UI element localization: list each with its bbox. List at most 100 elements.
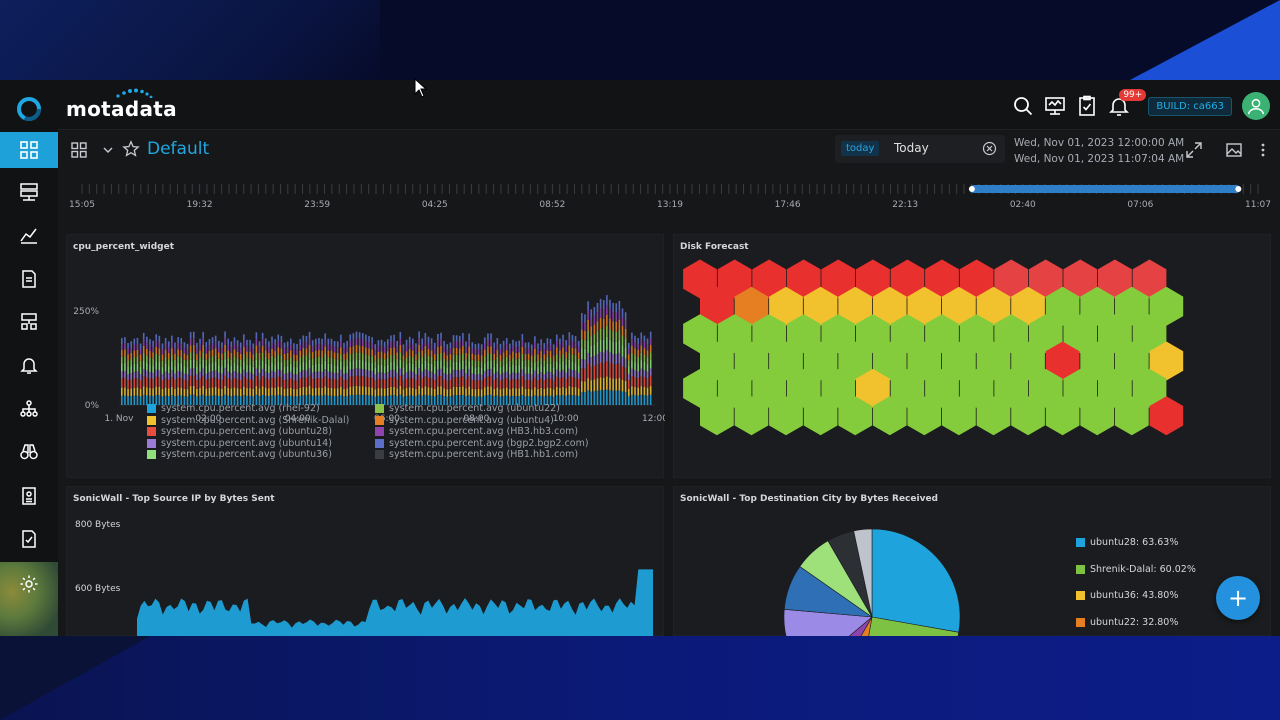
- cpu-bar-segment: [171, 335, 173, 342]
- cpu-legend-item[interactable]: system.cpu.percent.avg (ubuntu4): [375, 415, 554, 426]
- cpu-bar-segment: [590, 357, 593, 367]
- notifications-button[interactable]: 99+: [1108, 89, 1147, 117]
- cpu-legend-item[interactable]: system.cpu.percent.avg (Shrenik-Dalal): [147, 415, 349, 426]
- sonicwall-destination-pie[interactable]: [674, 487, 1272, 636]
- cpu-bar-segment: [612, 321, 614, 332]
- cpu-bar-segment: [158, 395, 161, 405]
- cpu-bar-segment: [289, 378, 292, 388]
- cpu-bar-segment: [233, 337, 236, 344]
- disk-hex-cell: [786, 368, 821, 408]
- cpu-bar-segment: [552, 396, 555, 405]
- cpu-bar-segment: [390, 341, 392, 348]
- sidebar-item-reports[interactable]: [0, 478, 58, 514]
- sidebar-item-explore[interactable]: [0, 434, 58, 470]
- cpu-bar-segment: [315, 371, 317, 379]
- brand-name[interactable]: motadata: [66, 97, 177, 121]
- clear-time-range-icon[interactable]: [982, 141, 997, 156]
- sidebar-item-audit[interactable]: [0, 521, 58, 557]
- sidebar-item-network[interactable]: [0, 304, 58, 340]
- cpu-legend-item[interactable]: system.cpu.percent.avg (ubuntu36): [147, 449, 332, 460]
- app-logo-icon[interactable]: [16, 96, 42, 122]
- cpu-bar-segment: [274, 395, 276, 405]
- user-avatar[interactable]: [1242, 92, 1270, 120]
- export-image-icon[interactable]: [1225, 141, 1243, 159]
- cpu-legend-item[interactable]: system.cpu.percent.avg (ubuntu28): [147, 426, 332, 437]
- sidebar-item-documents[interactable]: [0, 261, 58, 297]
- monitor-button[interactable]: [1044, 95, 1066, 117]
- cpu-bar-segment: [167, 365, 170, 374]
- cpu-legend-item[interactable]: system.cpu.percent.avg (HB1.hb1.com): [375, 449, 578, 460]
- cpu-legend-item[interactable]: system.cpu.percent.avg (bgp2.bgp2.com): [375, 438, 589, 449]
- cpu-bar-segment: [390, 335, 392, 342]
- sidebar-item-dashboard[interactable]: [0, 132, 58, 168]
- cpu-bar-segment: [352, 394, 355, 405]
- cpu-widget[interactable]: cpu_percent_widget 250% 0% 1. Nov 02:00 04:0…: [66, 234, 665, 478]
- cpu-bar-segment: [199, 350, 201, 358]
- cpu-bar-segment: [236, 345, 239, 352]
- cpu-bar-segment: [637, 363, 639, 372]
- cpu-bar-segment: [562, 386, 564, 396]
- cpu-bar-segment: [315, 387, 317, 396]
- cpu-bar-segment: [299, 378, 301, 388]
- pie-legend-item[interactable]: ubuntu36: 43.80%: [1076, 590, 1178, 601]
- cpu-chart[interactable]: 250%0%1. Nov 02:00 04:00 06:00 08:00 10:00 12:…: [67, 275, 665, 435]
- pie-legend-item[interactable]: ubuntu22: 32.80%: [1076, 617, 1178, 628]
- cpu-bar-segment: [402, 374, 405, 381]
- timeline-selection: [969, 185, 1241, 193]
- sidebar-item-servers[interactable]: [0, 174, 58, 210]
- tasks-button[interactable]: [1076, 95, 1098, 117]
- cpu-bar-segment: [574, 395, 577, 405]
- cpu-bar-segment: [368, 377, 370, 388]
- sonicwall-destination-widget[interactable]: SonicWall - Top Destination City by Byte…: [673, 486, 1271, 636]
- disk-forecast-widget[interactable]: Disk Forecast: [673, 234, 1271, 478]
- timeline[interactable]: 15:05 19:32 23:59 04:25 08:52 13:19 17:46 22:13…: [58, 172, 1280, 222]
- star-icon[interactable]: [122, 140, 140, 158]
- pie-legend-item[interactable]: ubuntu28: 63.63%: [1076, 537, 1178, 548]
- cpu-bar-segment: [518, 352, 521, 359]
- cpu-bar-segment: [239, 348, 242, 354]
- cpu-bar-segment: [634, 377, 636, 387]
- cpu-bar-segment: [455, 354, 458, 362]
- add-widget-button[interactable]: +: [1216, 576, 1260, 620]
- fullscreen-icon[interactable]: [1185, 141, 1203, 159]
- cpu-bar-segment: [646, 371, 649, 379]
- cpu-bar-segment: [311, 379, 314, 389]
- cpu-bar-segment: [502, 396, 505, 405]
- sidebar-item-metrics[interactable]: [0, 217, 58, 253]
- dashboard-grid-icon[interactable]: [70, 141, 88, 159]
- sidebar-item-alerts[interactable]: [0, 347, 58, 383]
- more-options-icon[interactable]: [1256, 141, 1270, 159]
- cpu-bar-segment: [283, 366, 286, 374]
- cpu-bar-segment: [562, 361, 564, 370]
- cpu-bar-segment: [139, 349, 142, 355]
- cpu-bar-segment: [637, 343, 639, 350]
- cpu-bar-segment: [311, 351, 314, 359]
- cpu-bar-segment: [136, 387, 139, 396]
- chevron-down-icon[interactable]: [102, 144, 114, 156]
- sidebar-item-settings[interactable]: [0, 562, 58, 636]
- timeline-svg[interactable]: 15:05 19:32 23:59 04:25 08:52 13:19 17:46 22:13…: [58, 172, 1280, 222]
- cpu-legend-item[interactable]: system.cpu.percent.avg (HB3.hb3.com): [375, 426, 578, 437]
- sonicwall-source-widget[interactable]: SonicWall - Top Source IP by Bytes Sent …: [66, 486, 664, 636]
- time-range-selector[interactable]: today Today: [835, 135, 1005, 163]
- cpu-bar-segment: [264, 395, 267, 405]
- cpu-legend-item[interactable]: system.cpu.percent.avg (ubuntu14): [147, 438, 332, 449]
- cpu-bar-segment: [346, 396, 348, 405]
- dashboard-title[interactable]: Default: [147, 139, 210, 159]
- cpu-bar-segment: [152, 352, 154, 359]
- disk-hexmap[interactable]: [674, 249, 1272, 479]
- cpu-bar-segment: [590, 336, 593, 346]
- cpu-bar-segment: [133, 338, 136, 345]
- search-button[interactable]: [1012, 95, 1034, 117]
- cpu-bar-segment: [521, 334, 524, 341]
- cpu-legend-item[interactable]: system.cpu.percent.avg (ubuntu22): [375, 403, 560, 414]
- sidebar-item-topology[interactable]: [0, 391, 58, 427]
- cpu-bar-segment: [368, 370, 370, 378]
- cpu-bar-segment: [196, 360, 198, 367]
- cpu-legend-item[interactable]: system.cpu.percent.avg (rhel-92): [147, 403, 320, 414]
- cpu-bar-segment: [562, 376, 564, 387]
- cpu-bar-segment: [293, 380, 295, 389]
- cpu-bar-segment: [199, 371, 201, 379]
- pie-legend-item[interactable]: Shrenik-Dalal: 60.02%: [1076, 564, 1196, 575]
